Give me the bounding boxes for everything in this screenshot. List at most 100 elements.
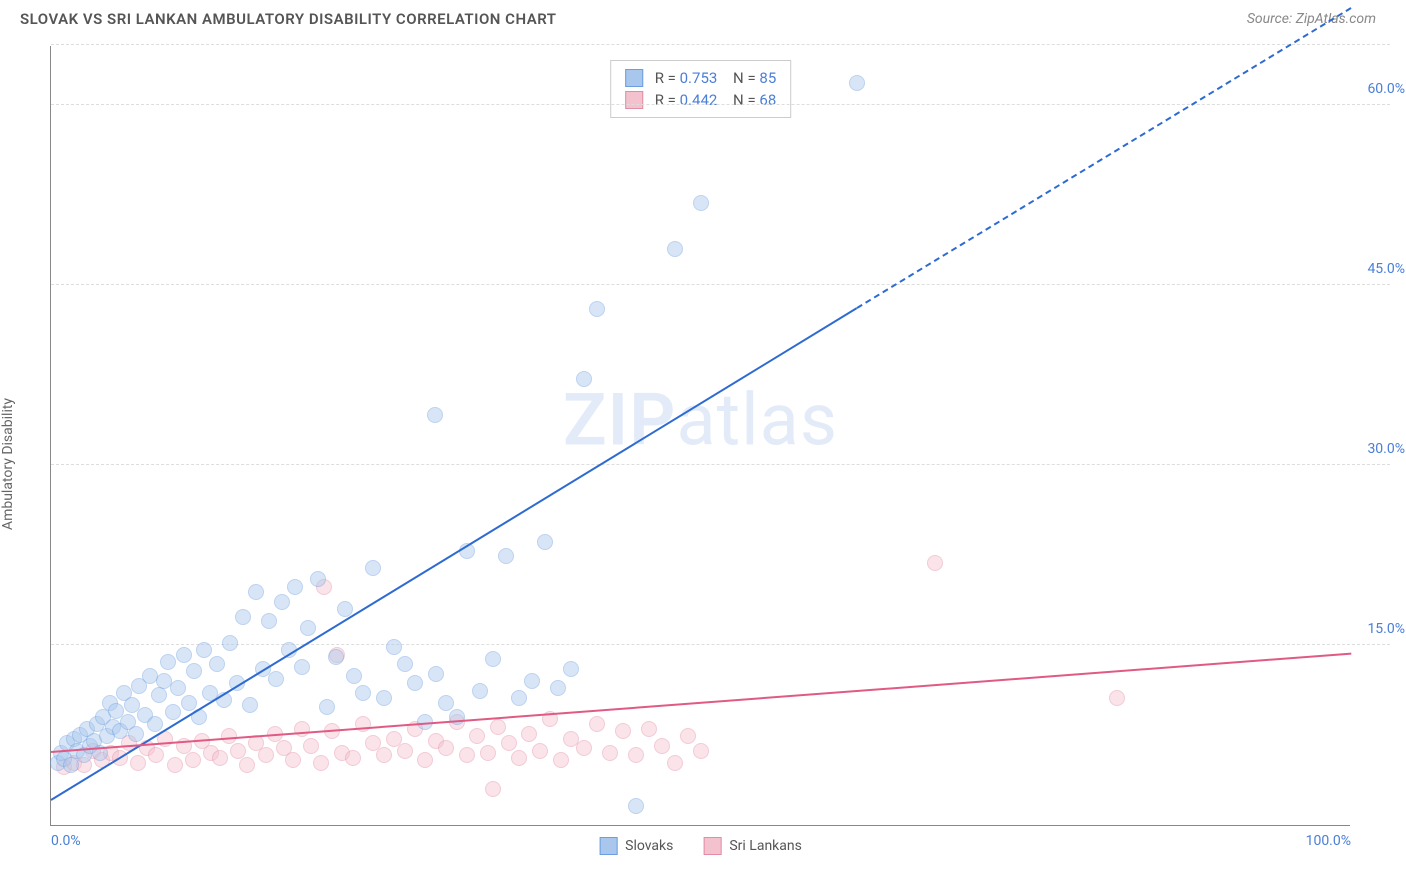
chart-header: SLOVAK VS SRI LANKAN AMBULATORY DISABILI… [0,0,1406,36]
data-point-slovaks [274,594,290,610]
data-point-slovaks [485,651,501,667]
data-point-slovaks [181,695,197,711]
data-point-srilankans [576,740,592,756]
data-point-slovaks [407,675,423,691]
data-point-srilankans [511,750,527,766]
n-value-slovaks: 85 [759,69,776,87]
series-legend: Slovaks Sri Lankans [599,837,802,855]
data-point-slovaks [147,716,163,732]
data-point-srilankans [602,745,618,761]
data-point-slovaks [248,584,264,600]
n-label: N = 85 [729,69,776,87]
data-point-slovaks [550,680,566,696]
data-point-slovaks [397,656,413,672]
swatch-slovaks [599,837,617,855]
data-point-slovaks [346,668,362,684]
gridline [51,284,1390,285]
data-point-srilankans [532,743,548,759]
data-point-srilankans [680,728,696,744]
legend-label-slovaks: Slovaks [625,838,673,854]
data-point-slovaks [365,560,381,576]
n-value-srilankans: 68 [759,91,776,109]
y-tick-label: 45.0% [1367,261,1405,277]
data-point-slovaks [849,75,865,91]
data-point-slovaks [268,671,284,687]
swatch-slovaks [625,69,643,87]
data-point-slovaks [524,673,540,689]
legend-row-srilankans: R = 0.442 N = 68 [625,89,777,111]
data-point-srilankans [459,747,475,763]
watermark: ZIPatlas [563,377,838,462]
data-point-slovaks [176,647,192,663]
gridline [51,44,1390,45]
plot-region: ZIPatlas R = 0.753 N = 85 R = 0.442 N = … [50,46,1350,826]
y-tick-label: 60.0% [1367,81,1405,97]
data-point-srilankans [490,719,506,735]
data-point-slovaks [563,661,579,677]
data-point-srilankans [285,752,301,768]
r-label: R = 0.442 [655,91,718,109]
chart-area: Ambulatory Disability ZIPatlas R = 0.753… [0,36,1406,876]
data-point-slovaks [628,798,644,814]
swatch-srilankans [703,837,721,855]
data-point-srilankans [501,735,517,751]
data-point-srilankans [469,728,485,744]
data-point-slovaks [222,635,238,651]
data-point-srilankans [313,755,329,771]
gridline [51,464,1390,465]
data-point-slovaks [170,680,186,696]
data-point-slovaks [128,726,144,742]
swatch-srilankans [625,91,643,109]
data-point-srilankans [1109,690,1125,706]
data-point-slovaks [576,371,592,387]
data-point-slovaks [386,639,402,655]
chart-source: Source: ZipAtlas.com [1247,11,1376,27]
data-point-srilankans [230,743,246,759]
data-point-srilankans [212,750,228,766]
data-point-srilankans [148,747,164,763]
data-point-srilankans [397,743,413,759]
legend-item-srilankans: Sri Lankans [703,837,802,855]
data-point-srilankans [589,716,605,732]
legend-item-slovaks: Slovaks [599,837,673,855]
data-point-srilankans [303,738,319,754]
data-point-srilankans [485,781,501,797]
legend-label-srilankans: Sri Lankans [729,838,802,854]
trend-line [856,7,1351,309]
data-point-srilankans [667,755,683,771]
data-point-slovaks [196,642,212,658]
data-point-srilankans [553,752,569,768]
data-point-slovaks [438,695,454,711]
y-tick-label: 15.0% [1367,621,1405,637]
data-point-srilankans [641,721,657,737]
data-point-srilankans [654,738,670,754]
data-point-slovaks [165,704,181,720]
data-point-slovaks [537,534,553,550]
y-tick-label: 30.0% [1367,441,1405,457]
data-point-srilankans [258,747,274,763]
data-point-slovaks [693,195,709,211]
data-point-slovaks [242,697,258,713]
data-point-slovaks [294,659,310,675]
x-tick-label: 0.0% [51,833,81,849]
data-point-slovaks [310,571,326,587]
data-point-slovaks [328,649,344,665]
data-point-srilankans [185,752,201,768]
data-point-slovaks [287,579,303,595]
data-point-slovaks [319,699,335,715]
data-point-srilankans [480,745,496,761]
data-point-srilankans [628,747,644,763]
data-point-srilankans [521,726,537,742]
data-point-srilankans [438,740,454,756]
data-point-srilankans [130,755,146,771]
data-point-slovaks [428,666,444,682]
data-point-slovaks [498,548,514,564]
data-point-slovaks [151,687,167,703]
data-point-srilankans [294,721,310,737]
data-point-slovaks [235,609,251,625]
data-point-slovaks [160,654,176,670]
data-point-slovaks [667,241,683,257]
data-point-srilankans [615,723,631,739]
r-value-srilankans: 0.442 [680,91,718,109]
watermark-atlas: atlas [676,377,838,462]
